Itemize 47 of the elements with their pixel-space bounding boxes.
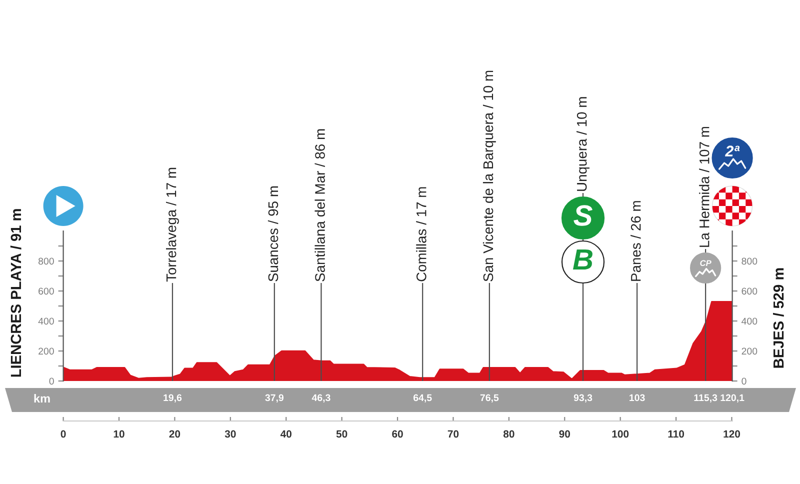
x2-tick-label: 37,9: [265, 394, 284, 403]
ref-line-label: Suances / 95 m: [268, 186, 278, 282]
x2-tick-label: 103: [630, 394, 645, 402]
text: 2ª: [724, 146, 740, 156]
ref-line-label: Unquera / 10 m: [576, 97, 590, 191]
x-tick-label: 70: [448, 430, 459, 438]
y2-tick-label: 400: [742, 318, 758, 325]
x-tick-label: 60: [392, 430, 403, 438]
ref-line-label: San Vicente de la Barquera / 10 m: [482, 70, 496, 282]
x-tick-label: 120: [724, 430, 740, 438]
ref-line-label: La Hermida / 107 m: [699, 126, 710, 247]
y2-tick-label: 200: [742, 348, 758, 355]
x-tick-label: 80: [503, 430, 514, 438]
x2-tick-label: 64,5: [413, 394, 432, 403]
x2-tick-label: 76,5: [480, 394, 499, 403]
x2-tick-label: 93,3: [574, 394, 592, 403]
x2-tick-label: 115,3: [694, 394, 718, 403]
y-tick-label: 600: [38, 288, 54, 295]
x2-axis-title: km: [34, 394, 50, 403]
y-tick-label: 200: [38, 348, 54, 355]
annotation: CP: [700, 260, 712, 266]
x-tick-label: 10: [114, 430, 124, 438]
ref-line-label: Torrelavega / 17 m: [166, 168, 179, 282]
x-tick-label: 0: [60, 430, 66, 438]
ref-line-label: Comillas / 17 m: [416, 187, 426, 282]
x-tick-label: 30: [224, 430, 236, 438]
x-tick-label: 90: [559, 430, 570, 438]
y2-tick-label: 0: [742, 378, 746, 385]
y-tick-label: 800: [38, 258, 54, 265]
x2-tick-label: 120,1: [720, 394, 744, 403]
x-tick-label: 40: [280, 430, 292, 438]
annotation: B: [572, 249, 592, 270]
x-tick-label: 100: [612, 430, 629, 438]
ref-line-label: Panes / 26 m: [630, 201, 641, 281]
x-tick-label: 110: [668, 430, 684, 438]
text: S: [574, 205, 592, 226]
y2-tick-label: 600: [742, 288, 758, 295]
ref-line-label: Santillana del Mar / 86 m: [314, 129, 325, 282]
y-tick-label: 400: [38, 318, 54, 325]
y2-tick-label: 800: [742, 258, 758, 265]
x-tick-label: 50: [336, 430, 348, 438]
y-tick-label: 0: [49, 378, 54, 385]
y-axis-title: LIENCRES PLAYA / 91 m: [10, 209, 22, 377]
y2-axis-title: BEJES / 529 m: [773, 268, 784, 368]
x-tick-label: 20: [169, 430, 180, 438]
x2-tick-label: 19,6: [164, 394, 182, 403]
x2-tick-label: 46,3: [312, 394, 330, 403]
